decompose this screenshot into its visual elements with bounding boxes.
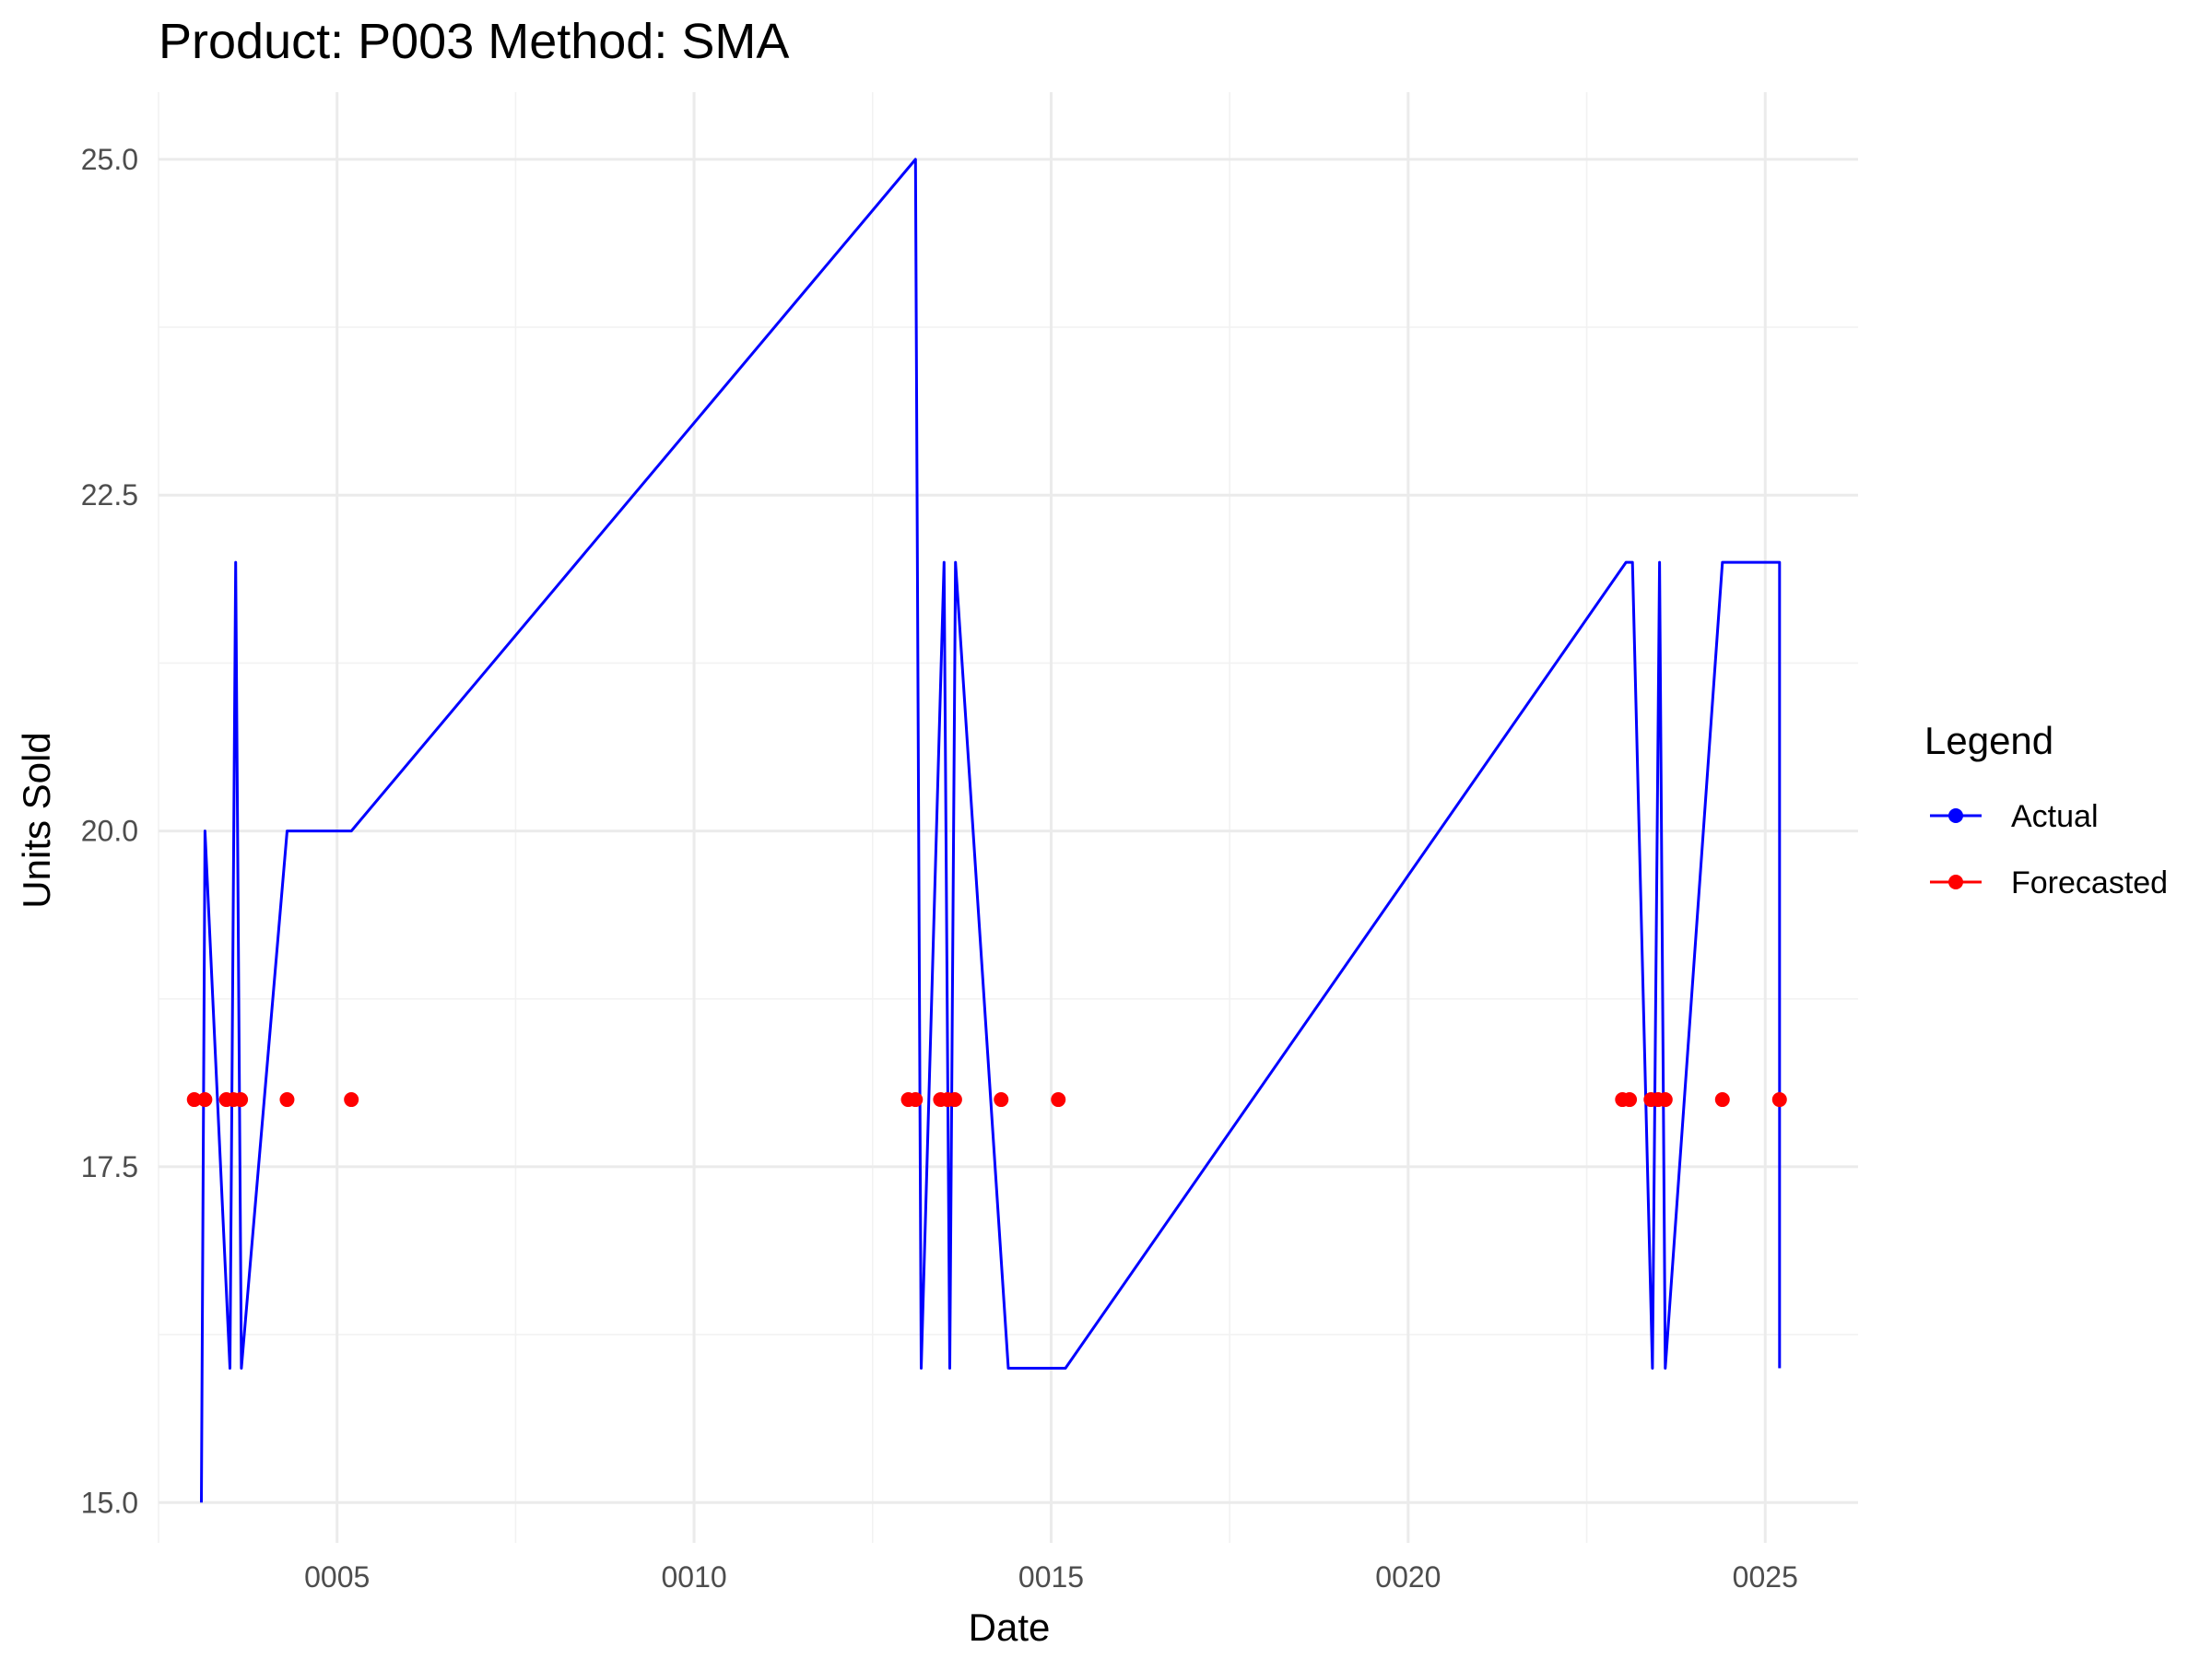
y-tick-label: 20.0 [81,815,138,848]
legend-label-forecasted: Forecasted [2011,865,2168,900]
point-forecasted [1051,1092,1066,1108]
chart-title: Product: P003 Method: SMA [159,14,789,69]
legend-item-forecasted: Forecasted [1930,865,2168,900]
point-forecasted [1657,1092,1673,1108]
x-tick-label: 0020 [1375,1560,1441,1594]
y-tick-label: 17.5 [81,1150,138,1183]
x-axis-ticks: 0005 0010 0015 0020 0025 [304,1560,1798,1594]
y-tick-label: 15.0 [81,1486,138,1519]
x-axis-title: Date [969,1606,1051,1649]
legend-title: Legend [1924,719,2053,762]
point-forecasted [1771,1092,1787,1108]
point-forecasted [186,1092,202,1108]
legend-key-actual-dot [1948,808,1963,823]
point-forecasted [1714,1092,1730,1108]
x-tick-label: 0010 [661,1560,726,1594]
series-layer [186,158,1787,1503]
point-forecasted [1622,1092,1638,1108]
legend-label-actual: Actual [2011,799,2099,834]
point-forecasted [947,1092,962,1108]
x-tick-label: 0005 [304,1560,370,1594]
y-axis-ticks: 15.0 17.5 20.0 22.5 25.0 [81,143,138,1519]
x-tick-label: 0025 [1733,1560,1798,1594]
point-forecasted [994,1092,1009,1108]
grid [158,92,1858,1543]
legend: Legend Actual Forecasted [1924,719,2168,900]
y-tick-label: 22.5 [81,478,138,512]
legend-item-actual: Actual [1930,799,2099,834]
series-line-actual [200,158,1782,1503]
x-tick-label: 0015 [1018,1560,1084,1594]
point-forecasted [197,1092,213,1108]
point-forecasted [908,1092,924,1108]
point-forecasted [279,1092,295,1108]
point-forecasted [344,1092,359,1108]
legend-key-forecasted-dot [1948,875,1963,889]
point-forecasted [233,1092,249,1108]
y-tick-label: 25.0 [81,143,138,176]
y-axis-title: Units Sold [15,732,58,908]
